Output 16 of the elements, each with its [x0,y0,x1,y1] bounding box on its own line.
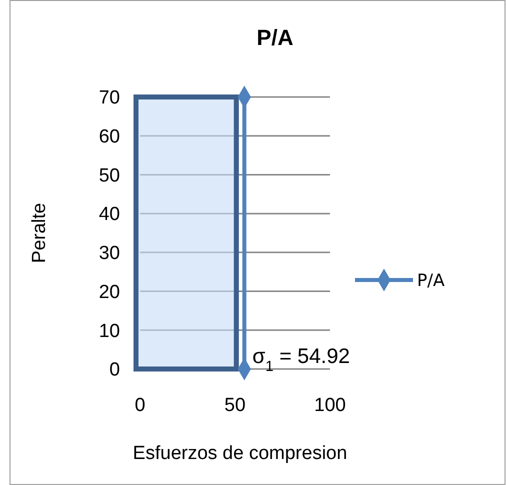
y-tick-label: 50 [98,165,120,186]
x-tick-label: 50 [224,395,246,416]
y-tick-label: 60 [98,126,120,148]
x-axis-title: Esfuerzos de compresion [132,443,348,464]
y-tick-label: 0 [109,360,120,381]
y-axis-title: Peralte [29,202,50,264]
legend-label: P/A [417,270,445,291]
x-tick-label: 0 [134,395,146,416]
annotation: σ$_{1}$ = 54.92 [252,345,350,375]
y-tick-label: 40 [98,204,120,226]
y-tick-label: 30 [98,243,120,264]
y-tick-label: 20 [98,282,120,303]
y-tick-label: 10 [98,320,120,342]
x-tick-label: 100 [314,395,346,416]
chart-title: P/A [256,25,294,50]
y-tick-label: 70 [98,88,120,109]
